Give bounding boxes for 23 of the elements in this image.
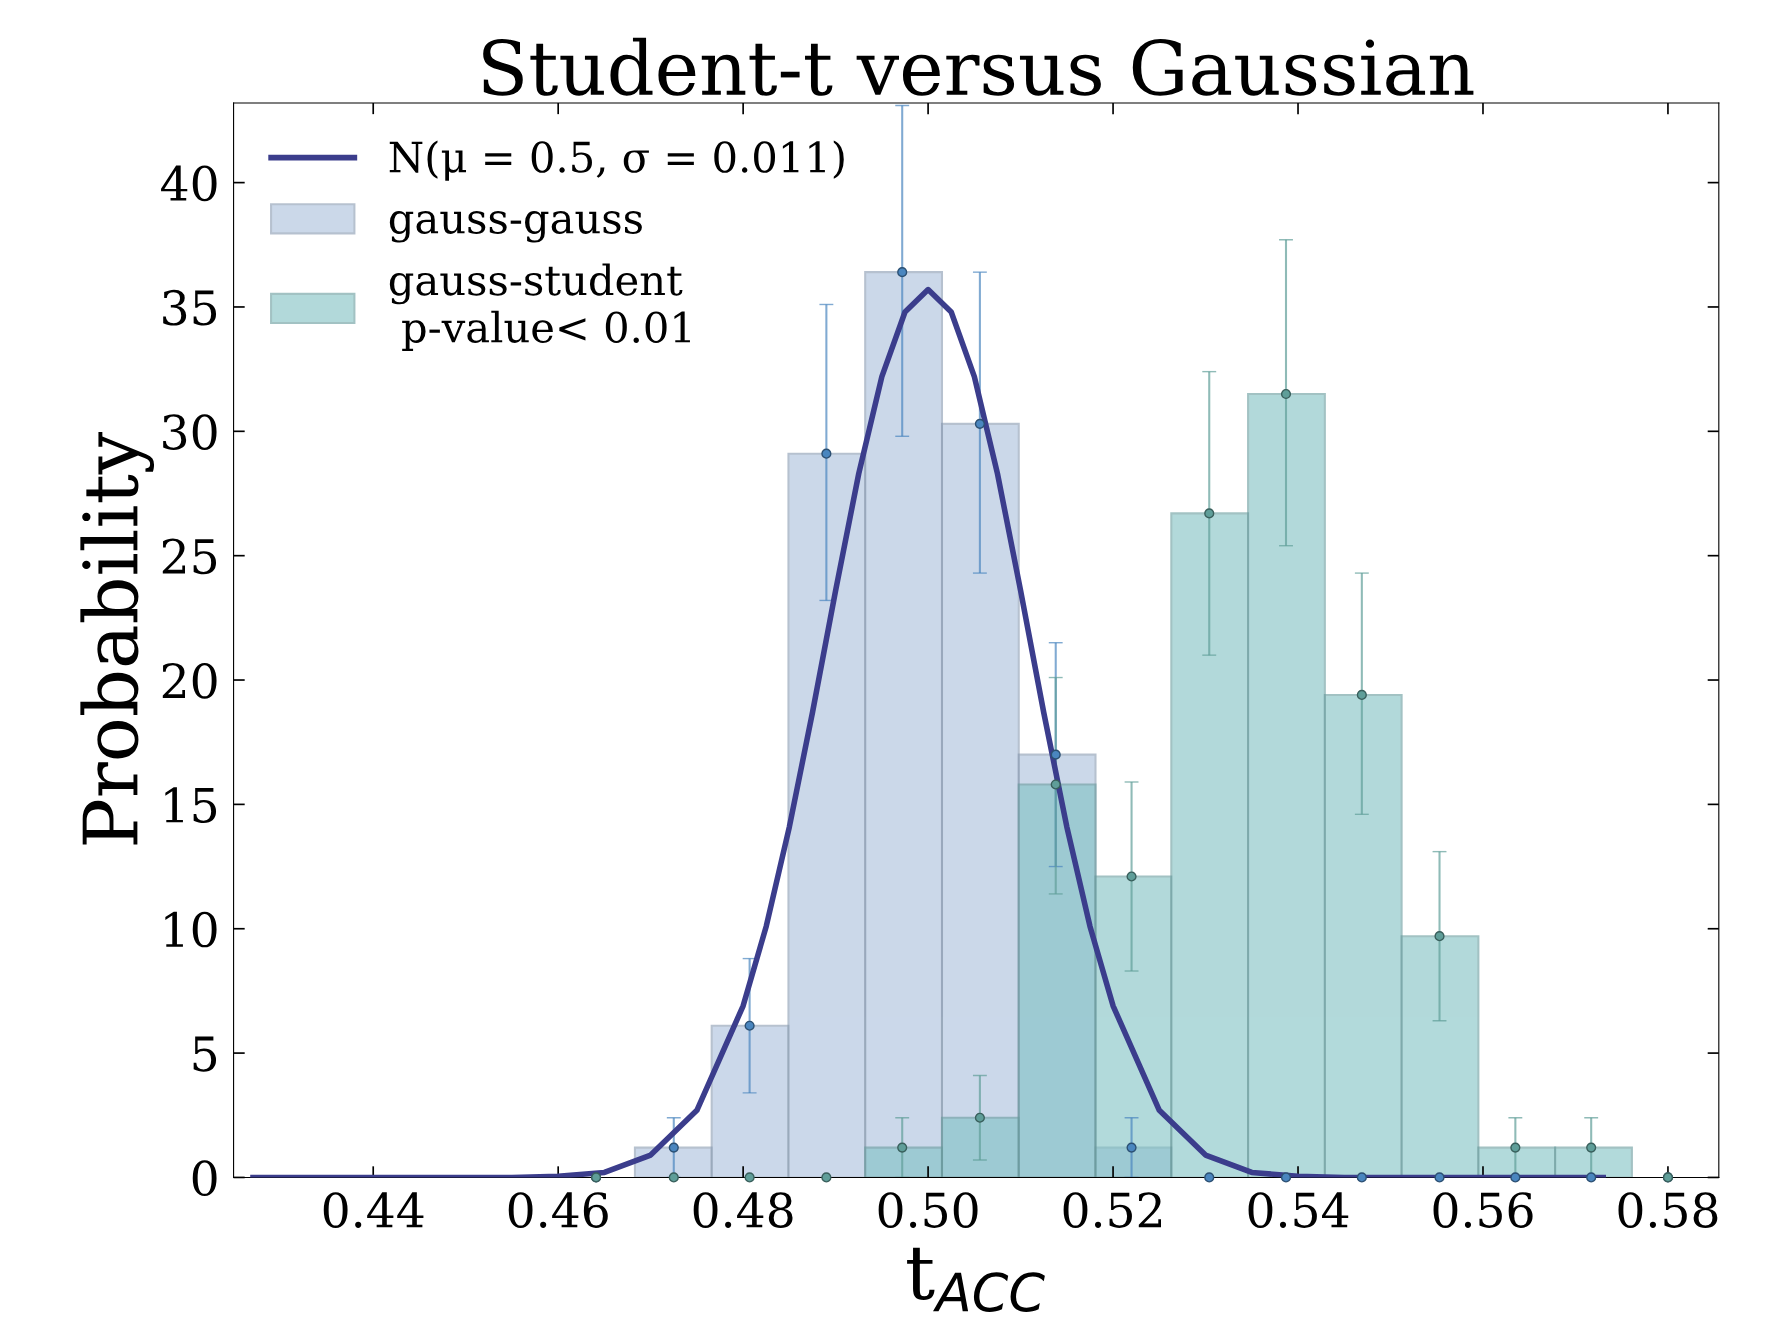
x-tick-label: 0.48 <box>693 1192 793 1228</box>
x-tick-label: 0.54 <box>1248 1192 1349 1228</box>
y-tick-label: 30 <box>163 414 217 450</box>
y-tick-label: 40 <box>161 165 217 202</box>
x-tick-label: 0.52 <box>1063 1192 1161 1228</box>
y-tick-label: 0 <box>192 1160 217 1197</box>
y-tick-label: 10 <box>165 911 217 948</box>
x-axis-title: t$_{ACC}$ <box>907 1247 1045 1312</box>
legend-label: gauss-student p-value< 0.01 <box>389 263 690 352</box>
legend-label: N(μ = 0.5, σ = 0.011) <box>389 140 844 181</box>
chart-title: Student-t versus Gaussian <box>483 37 1474 96</box>
y-tick-label: 20 <box>162 662 217 699</box>
y-tick-label: 15 <box>165 787 217 823</box>
y-axis-title: Probability <box>80 432 155 845</box>
x-tick-label: 0.44 <box>323 1192 424 1228</box>
x-tick-label: 0.46 <box>508 1192 608 1228</box>
y-tick-label: 35 <box>163 289 217 326</box>
y-tick-label: 25 <box>162 538 217 575</box>
x-tick-label: 0.50 <box>878 1192 978 1228</box>
x-tick-label: 0.58 <box>1618 1192 1718 1228</box>
y-tick-label: 5 <box>193 1036 217 1072</box>
legend-label: gauss-gauss <box>389 211 642 243</box>
x-tick-label: 0.56 <box>1433 1192 1533 1228</box>
